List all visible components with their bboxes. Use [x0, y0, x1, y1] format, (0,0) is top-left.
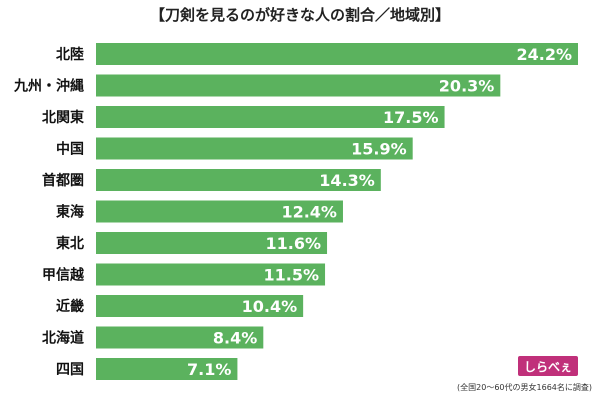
category-label: 四国	[56, 362, 84, 378]
category-label: 甲信越	[42, 267, 85, 284]
value-label: 7.1%	[187, 360, 231, 379]
bar	[96, 200, 343, 223]
category-label: 九州・沖縄	[13, 78, 84, 95]
sirabee-logo-icon: しらべぇ	[518, 356, 578, 376]
bar	[96, 43, 578, 65]
category-label: 近畿	[56, 298, 84, 315]
footnote: (全国20〜60代の男女1664名に調査)	[457, 382, 592, 392]
category-label: 東海	[56, 204, 84, 221]
value-label: 10.4%	[242, 297, 298, 316]
bar	[96, 106, 445, 128]
value-labels-group: 24.2% 20.3%17.5% 15.9% 14.3% 12.4% 11.6% 11.5%…	[187, 45, 572, 379]
bar	[96, 358, 238, 380]
value-label: 11.6%	[266, 234, 322, 253]
bar	[96, 169, 381, 191]
bar	[96, 137, 413, 160]
category-label: 首都圏	[42, 172, 84, 189]
category-label: 北関東	[42, 109, 84, 126]
category-label: 北陸	[56, 46, 84, 63]
value-label: 24.2%	[516, 45, 572, 64]
chart-title: 【刀剣を見るのが好きな人の割合／地域別】	[150, 6, 450, 24]
category-label: 東北	[56, 235, 84, 252]
category-label: 中国	[56, 141, 84, 158]
bar	[96, 232, 328, 254]
bars-group	[96, 43, 578, 380]
bar	[96, 74, 501, 97]
value-label: 8.4%	[213, 329, 257, 348]
bar	[96, 295, 304, 317]
bar	[96, 326, 264, 349]
bar	[96, 263, 326, 286]
value-label: 11.5%	[264, 266, 320, 285]
value-label: 20.3%	[439, 77, 495, 96]
logo-text: しらべぇ	[524, 360, 572, 374]
value-label: 14.3%	[319, 171, 375, 190]
value-label: 17.5%	[383, 108, 439, 127]
logo-background	[518, 356, 578, 376]
category-label: 北海道	[42, 330, 84, 347]
value-label: 15.9%	[351, 140, 407, 159]
value-label: 12.4%	[281, 203, 337, 222]
